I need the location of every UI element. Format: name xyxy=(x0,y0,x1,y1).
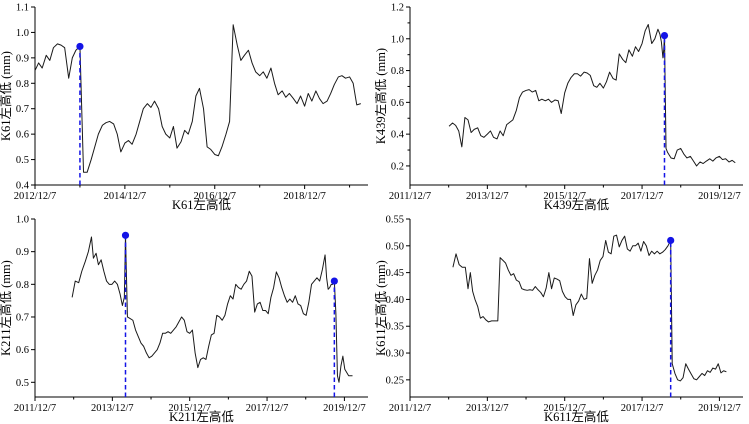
event-dot xyxy=(121,231,130,239)
y-tick-label: 1.2 xyxy=(390,3,403,14)
y-tick-label: 0.35 xyxy=(385,322,403,333)
y-tick-label: 1.0 xyxy=(390,34,403,45)
y-tick-label: 0.45 xyxy=(385,268,403,279)
chart-k439: 2011/12/7 2013/12/7 2015/12/7 2017/12/7 2019… xyxy=(375,3,743,212)
y-tick-label: 0.5 xyxy=(16,378,29,389)
x-axis-title: K439左高低 xyxy=(543,197,609,212)
y-axis-title: K439左高低 (mm) xyxy=(375,48,388,144)
x-tick-label: 2012/12/7 xyxy=(14,191,57,202)
chart-k211: 2011/12/7 2013/12/7 2015/12/7 2017/12/7 2019… xyxy=(0,215,368,424)
data-line-K211 xyxy=(71,234,353,383)
x-tick-label: 2017/12/7 xyxy=(620,191,663,202)
x-tick-label: 2014/12/7 xyxy=(104,191,147,202)
x-tick-label: 2018/12/7 xyxy=(283,191,326,202)
y-tick-label: 0.8 xyxy=(16,79,29,90)
event-dot xyxy=(666,236,674,245)
x-tick-label: 2015/12/7 xyxy=(543,191,586,202)
y-tick-label: 0.4 xyxy=(16,181,30,192)
chart-cell-k211: 2011/12/7 2013/12/7 2015/12/7 2017/12/7 2019… xyxy=(0,212,374,424)
x-axis-title: K61左高低 xyxy=(172,197,232,212)
x-tick-label: 2013/12/7 xyxy=(466,403,509,414)
x-tick-label: 2011/12/7 xyxy=(388,191,430,202)
y-tick-label: 0.40 xyxy=(385,295,403,306)
chart-k611: 2011/12/7 2013/12/7 2015/12/7 2017/12/7 2019… xyxy=(375,215,743,424)
y-axis-title: K61左高低 (mm) xyxy=(0,51,13,141)
y-tick-label: 1.1 xyxy=(16,3,29,14)
y-tick-label: 0.7 xyxy=(16,104,29,115)
x-tick-label: 2011/12/7 xyxy=(14,403,56,414)
x-tick-label: 2011/12/7 xyxy=(388,403,430,414)
x-tick-label: 2017/12/7 xyxy=(246,403,289,414)
event-dot xyxy=(660,32,668,40)
x-tick-label: 2017/12/7 xyxy=(620,403,663,414)
y-tick-label: 0.9 xyxy=(16,53,29,64)
x-tick-label: 2016/12/7 xyxy=(193,191,236,202)
x-tick-label: 2019/12/7 xyxy=(323,403,366,414)
y-tick-label: 0.55 xyxy=(385,215,403,226)
x-tick-label: 2019/12/7 xyxy=(698,191,741,202)
y-tick-label: 0.7 xyxy=(16,312,29,323)
data-line-K439 xyxy=(448,23,736,167)
y-tick-label: 0.9 xyxy=(16,247,29,258)
y-tick-label: 0.50 xyxy=(385,241,403,252)
chart-k61: 2012/12/7 2014/12/7 2016/12/7 2018/12/7 0.4 0… xyxy=(0,3,368,212)
chart-cell-k611: 2011/12/7 2013/12/7 2015/12/7 2017/12/7 2019… xyxy=(375,212,749,424)
y-tick-label: 0.8 xyxy=(390,66,403,77)
y-tick-label: 1.0 xyxy=(16,28,29,39)
x-tick-label: 2019/12/7 xyxy=(698,403,741,414)
y-tick-label: 1.0 xyxy=(16,215,29,226)
data-line-K61 xyxy=(34,24,361,173)
event-dot xyxy=(330,277,338,285)
x-tick-label: 2013/12/7 xyxy=(91,403,134,414)
chart-cell-k439: 2011/12/7 2013/12/7 2015/12/7 2017/12/7 2019… xyxy=(375,0,749,212)
y-tick-label: 0.5 xyxy=(16,155,29,166)
y-tick-label: 0.8 xyxy=(16,280,29,291)
y-tick-label: 0.25 xyxy=(385,375,403,386)
y-axis-title: K611左高低 (mm) xyxy=(375,260,388,356)
x-tick-label: 2015/12/7 xyxy=(168,403,211,414)
y-tick-label: 0.30 xyxy=(385,349,403,360)
y-tick-label: 0.6 xyxy=(16,345,29,356)
chart-cell-k61: 2012/12/7 2014/12/7 2016/12/7 2018/12/7 0.4 0… xyxy=(0,0,374,212)
y-axis-title: K211左高低 (mm) xyxy=(0,260,13,356)
y-tick-label: 0.6 xyxy=(390,98,403,109)
x-tick-label: 2015/12/7 xyxy=(543,403,586,414)
y-tick-label: 0.2 xyxy=(390,161,403,172)
x-tick-label: 2013/12/7 xyxy=(466,191,509,202)
x-axis-title: K611左高低 xyxy=(544,409,609,424)
event-dot xyxy=(76,42,84,51)
data-line-K611 xyxy=(451,234,727,382)
x-axis-title: K211左高低 xyxy=(169,409,234,424)
y-tick-label: 0.6 xyxy=(16,130,29,141)
y-tick-label: 0.4 xyxy=(390,130,404,141)
